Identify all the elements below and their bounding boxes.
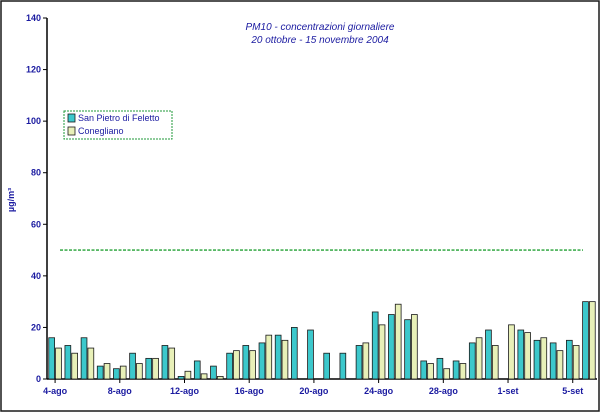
bar-conegliano: [184, 370, 192, 380]
x-ticks: 4-ago 8-ago 12-ago 16-ago 20-ago 24-ago 28-ago…: [43, 379, 583, 396]
x-tick-label: 5-set: [562, 386, 583, 396]
bar-san-pietro: [371, 311, 379, 380]
y-tick-label: 60: [31, 219, 41, 229]
bar-san-pietro: [485, 329, 492, 380]
bar-conegliano: [152, 357, 159, 380]
bar-san-pietro: [582, 301, 589, 380]
bar-conegliano: [136, 363, 143, 380]
y-tick-label: 100: [26, 116, 41, 126]
bar-san-pietro: [113, 368, 120, 380]
legend-swatch-conegliano: [67, 126, 76, 136]
bars: [48, 301, 596, 380]
bar-conegliano: [216, 376, 224, 380]
chart-title: PM10 - concentrazioni giornaliere: [246, 22, 395, 33]
bar-conegliano: [540, 337, 548, 380]
bar-conegliano: [459, 363, 467, 380]
bar-conegliano: [394, 303, 402, 380]
bar-san-pietro: [129, 352, 136, 380]
bar-conegliano: [427, 363, 434, 380]
bar-san-pietro: [566, 339, 573, 380]
bar-conegliano: [119, 365, 127, 380]
y-tick-label: 20: [31, 322, 41, 332]
bar-conegliano: [200, 373, 208, 380]
bar-conegliano: [233, 350, 240, 380]
bar-san-pietro: [307, 329, 314, 380]
bar-san-pietro: [468, 342, 476, 380]
bar-san-pietro: [274, 334, 282, 380]
bar-san-pietro: [291, 327, 298, 380]
bar-conegliano: [524, 332, 531, 380]
bar-san-pietro: [339, 352, 347, 380]
bar-conegliano: [475, 337, 483, 380]
bar-san-pietro: [355, 345, 363, 380]
bar-conegliano: [491, 345, 499, 380]
bar-san-pietro: [64, 345, 72, 380]
bar-san-pietro: [210, 365, 217, 380]
bar-conegliano: [443, 368, 451, 380]
x-tick-label: 20-ago: [299, 386, 329, 396]
bar-san-pietro: [404, 319, 411, 380]
y-tick-label: 140: [26, 13, 41, 23]
bar-san-pietro: [420, 360, 428, 380]
bar-conegliano: [411, 314, 418, 380]
bar-san-pietro: [549, 342, 557, 380]
bar-conegliano: [556, 350, 564, 380]
y-tick-label: 40: [31, 271, 41, 281]
bar-conegliano: [87, 347, 95, 380]
bar-san-pietro: [145, 357, 153, 380]
bar-san-pietro: [96, 365, 104, 380]
y-tick-label: 0: [36, 374, 41, 384]
bar-conegliano: [508, 324, 515, 380]
legend-box: [63, 110, 173, 140]
x-tick-label: 28-ago: [429, 386, 459, 396]
legend-label-conegliano: Conegliano: [78, 126, 124, 136]
bar-san-pietro: [80, 337, 88, 380]
bar-san-pietro: [436, 357, 444, 380]
y-tick-label: 80: [31, 168, 41, 178]
x-tick-label: 1-set: [498, 386, 519, 396]
bar-san-pietro: [517, 329, 525, 380]
bar-san-pietro: [48, 337, 55, 380]
bar-conegliano: [103, 363, 111, 380]
x-tick-label: 24-ago: [364, 386, 394, 396]
y-tick-label: 120: [26, 65, 41, 75]
legend: San Pietro di Feletto Conegliano: [63, 110, 173, 140]
bar-conegliano: [55, 347, 62, 380]
y-axis-label: µg/m³: [6, 188, 16, 212]
bar-conegliano: [249, 350, 256, 380]
x-tick-label: 16-ago: [235, 386, 265, 396]
bar-conegliano: [281, 339, 289, 380]
x-tick-label: 12-ago: [170, 386, 200, 396]
bar-conegliano: [572, 345, 580, 380]
bar-san-pietro: [452, 360, 460, 380]
bar-san-pietro: [323, 352, 330, 380]
bar-conegliano: [168, 347, 176, 380]
bar-san-pietro: [193, 360, 201, 380]
bar-san-pietro: [177, 376, 185, 380]
y-ticks: 0 20 40 60 80 100 120 140: [26, 13, 47, 384]
bar-conegliano: [378, 324, 386, 380]
chart-subtitle: 20 ottobre - 15 novembre 2004: [250, 35, 389, 46]
bar-san-pietro: [161, 345, 169, 380]
x-tick-label: 4-ago: [43, 386, 68, 396]
bar-san-pietro: [388, 314, 395, 380]
legend-swatch-san-pietro: [67, 113, 76, 123]
x-tick-label: 8-ago: [108, 386, 133, 396]
legend-label-san-pietro: San Pietro di Feletto: [78, 113, 160, 123]
bar-san-pietro: [242, 345, 250, 380]
bar-conegliano: [589, 301, 596, 380]
bar-conegliano: [71, 352, 78, 380]
bar-conegliano: [265, 334, 273, 380]
bar-san-pietro: [533, 339, 541, 380]
bar-san-pietro: [258, 342, 266, 380]
bar-conegliano: [362, 342, 370, 380]
bar-san-pietro: [226, 352, 233, 380]
